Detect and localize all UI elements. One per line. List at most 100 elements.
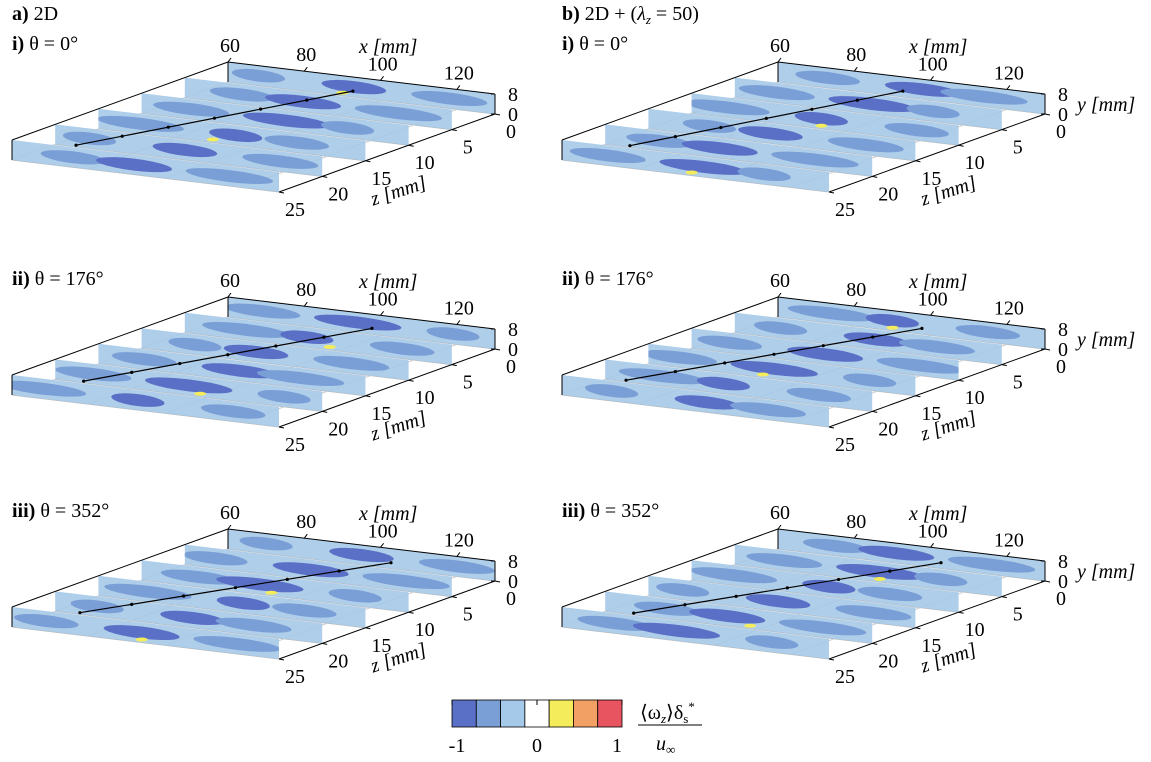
axis-line	[561, 296, 779, 376]
x-axis-label: x [mm]	[358, 271, 417, 293]
y-tick-label: 0	[1058, 339, 1068, 361]
z-tick	[915, 395, 921, 398]
positive-blob	[815, 123, 828, 128]
vortex-blob	[691, 99, 770, 116]
vortex-blob	[828, 96, 916, 112]
trajectory-dot	[734, 594, 738, 598]
panel-title: ii) θ = 176°	[12, 268, 104, 290]
x-tick-label: 100	[918, 520, 948, 542]
x-tick	[380, 75, 384, 81]
z-tick	[494, 580, 501, 583]
z-tick-label: 15	[371, 635, 391, 657]
vortex-blob	[184, 551, 248, 566]
vortex-blob	[914, 572, 968, 587]
z-tick-label: 20	[878, 183, 898, 205]
x-tick	[777, 524, 782, 530]
vortex-blob	[320, 121, 375, 135]
vortex-blob	[111, 393, 165, 407]
vortex-blob	[200, 404, 266, 419]
t: ∞	[666, 742, 675, 757]
z-tick	[958, 144, 964, 147]
t: s	[683, 711, 688, 726]
vortex-blob	[787, 346, 864, 362]
trajectory-dot	[836, 577, 841, 582]
z-tick-label: 5	[463, 604, 473, 626]
z-tick-label: 0	[506, 356, 516, 378]
trajectory-dot	[274, 344, 278, 348]
vortex-blob	[745, 635, 799, 649]
trajectory-dot	[178, 361, 182, 366]
vortex-blob	[272, 562, 349, 578]
trajectory-dot	[673, 369, 677, 374]
axis-line	[777, 528, 1046, 562]
x-tick	[380, 310, 384, 316]
x-tick-label: 100	[368, 520, 398, 542]
z-tick-label: 15	[921, 635, 941, 657]
vortex-blob	[648, 350, 718, 365]
z-tick	[958, 611, 964, 614]
x-tick-label: 60	[770, 35, 790, 57]
colorbar-cell	[451, 699, 477, 728]
positive-blob	[265, 590, 278, 595]
trajectory-dot	[764, 116, 768, 120]
z-tick	[1001, 596, 1007, 599]
vortex-blob	[144, 377, 233, 394]
vortex-blob	[354, 105, 443, 122]
z-tick-label: 25	[285, 199, 305, 221]
vortex-blob	[947, 556, 1036, 573]
t: u	[656, 733, 666, 755]
colorbar-cell	[573, 699, 599, 728]
axis-line	[11, 296, 229, 376]
trajectory-dot	[673, 134, 677, 139]
trajectory-dot	[920, 326, 924, 331]
vortex-blob	[239, 536, 293, 551]
z-tick	[278, 426, 285, 429]
trajectory-dot	[74, 143, 78, 147]
axis-line	[828, 113, 1046, 193]
vortex-blob	[786, 387, 852, 403]
t: *	[688, 699, 695, 714]
z-tick-label: 25	[285, 666, 305, 688]
z-tick	[1044, 580, 1051, 583]
z-tick	[322, 410, 328, 413]
trajectory-dot	[785, 586, 789, 590]
vortex-blob	[242, 112, 331, 129]
x-tick-label: 80	[296, 511, 316, 533]
z-tick	[828, 426, 835, 429]
vortex-blob	[802, 538, 868, 553]
group-title-part: z	[645, 12, 651, 27]
z-tick-label: 0	[506, 121, 516, 143]
z-tick-label: 20	[328, 418, 348, 440]
vortex-blob	[418, 558, 495, 574]
vortex-blob	[584, 384, 639, 398]
vortex-blob	[835, 564, 924, 580]
colorbar-cell	[548, 699, 574, 728]
colorbar: ⟨ωz⟩δs* u∞ -1 0 1	[449, 699, 702, 757]
trajectory-dot	[370, 326, 374, 331]
z-tick-label: 5	[463, 137, 473, 159]
panel-title: ii) θ = 176°	[562, 268, 654, 290]
x-tick	[456, 85, 461, 90]
z-tick	[828, 191, 835, 194]
x-tick-label: 120	[444, 62, 474, 84]
positive-blob	[135, 637, 148, 642]
x-tick-label: 80	[296, 44, 316, 66]
z-tick	[828, 658, 835, 661]
colorbar-cell	[500, 699, 526, 728]
trajectory-dot	[628, 144, 632, 148]
colorbar-cell	[475, 699, 501, 728]
vortex-blob	[569, 148, 646, 163]
z-tick-label: 20	[878, 650, 898, 672]
x-tick-label: 80	[846, 44, 866, 66]
vortex-blob	[876, 357, 959, 374]
vortex-blob	[753, 321, 808, 335]
z-tick	[1001, 364, 1007, 367]
positive-blob	[685, 170, 698, 175]
vortex-blob	[411, 91, 488, 106]
z-tick-label: 15	[371, 168, 391, 190]
z-tick-label: 10	[415, 387, 435, 409]
vortex-blob	[906, 104, 960, 119]
x-tick	[303, 66, 308, 72]
vortex-blob	[329, 547, 394, 563]
x-tick-label: 100	[368, 288, 398, 310]
